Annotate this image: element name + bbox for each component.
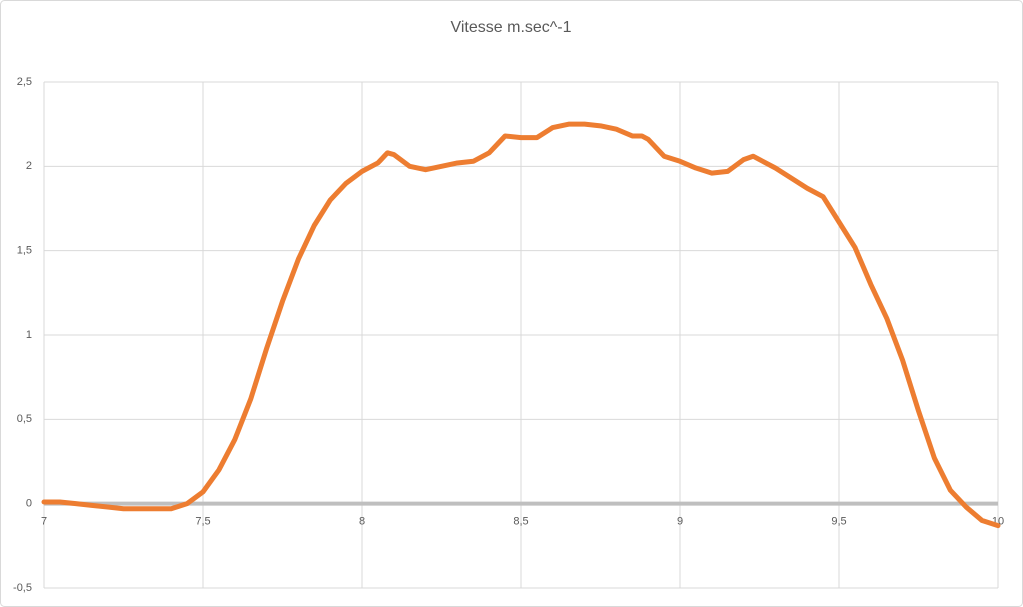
- y-tick-label: 2: [26, 160, 32, 172]
- x-tick-label: 8: [359, 516, 365, 528]
- y-tick-label: 1,5: [17, 245, 32, 257]
- y-tick-label: -0,5: [13, 582, 32, 594]
- x-tick-label: 7,5: [195, 516, 210, 528]
- x-tick-label: 8,5: [513, 516, 528, 528]
- data-line: [41, 121, 1001, 529]
- y-tick-label: 2,5: [17, 76, 32, 88]
- x-tick-label: 7: [41, 516, 47, 528]
- chart-title: Vitesse m.sec^-1: [450, 19, 571, 36]
- x-tick-label: 9,5: [831, 516, 846, 528]
- x-tick-label: 9: [677, 516, 683, 528]
- y-tick-label: 1: [26, 329, 32, 341]
- y-tick-label: 0,5: [17, 413, 32, 425]
- y-tick-label: 0: [26, 498, 32, 510]
